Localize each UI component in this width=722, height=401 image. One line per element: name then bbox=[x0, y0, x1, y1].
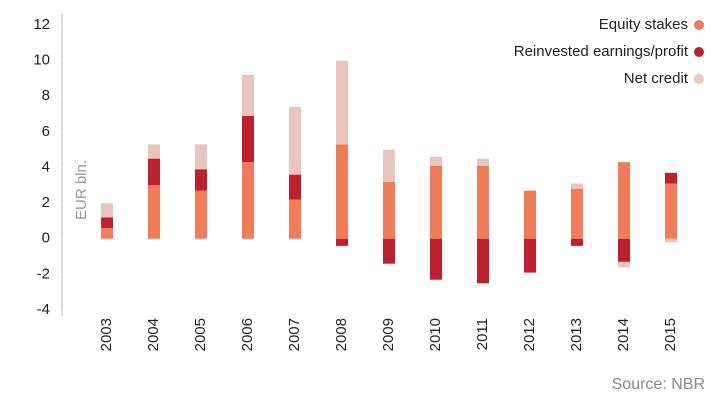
bar-segment bbox=[571, 238, 583, 246]
bar-segment bbox=[618, 238, 630, 262]
bar-segment bbox=[524, 238, 536, 273]
y-tick-label: -4 bbox=[37, 301, 50, 318]
x-tick-label: 2010 bbox=[427, 318, 444, 351]
bar-segment bbox=[665, 172, 677, 184]
x-tick-label: 2014 bbox=[615, 318, 632, 351]
bar-segment bbox=[289, 106, 301, 175]
x-tick-label: 2011 bbox=[474, 318, 491, 350]
x-tick-label: 2015 bbox=[662, 318, 679, 351]
bar-segment bbox=[148, 144, 160, 159]
bar-segment bbox=[101, 228, 113, 239]
bar-segment bbox=[477, 238, 489, 284]
legend-marker bbox=[694, 47, 704, 57]
bar-segment bbox=[195, 144, 207, 170]
bar-segment bbox=[383, 238, 395, 264]
x-tick-label: 2007 bbox=[286, 318, 303, 351]
bar-segment bbox=[430, 156, 442, 166]
bar-segment bbox=[289, 199, 301, 239]
bar-segment bbox=[195, 190, 207, 239]
legend-label: Reinvested earnings/profit bbox=[514, 43, 689, 60]
x-tick-label: 2005 bbox=[192, 318, 209, 351]
bar-segment bbox=[289, 174, 301, 200]
x-tick-label: 2004 bbox=[145, 318, 162, 351]
bar-segment bbox=[430, 238, 442, 280]
source: Source: NBR bbox=[612, 376, 705, 393]
bar-segment bbox=[148, 158, 160, 186]
bar-segment bbox=[524, 190, 536, 239]
y-axis-label: EUR bln. bbox=[73, 160, 90, 220]
bar-segment bbox=[430, 165, 442, 239]
bar-segment bbox=[195, 169, 207, 191]
bar-segment bbox=[618, 162, 630, 239]
y-tick-label: 10 bbox=[33, 52, 50, 69]
y-tick-label: 2 bbox=[42, 194, 50, 211]
y-tick-label: 4 bbox=[42, 158, 50, 175]
bar-segment bbox=[665, 238, 677, 243]
x-tick-label: 2008 bbox=[333, 318, 350, 351]
bar-segment bbox=[618, 261, 630, 268]
bar-segment bbox=[101, 217, 113, 229]
bar-segment bbox=[336, 144, 348, 239]
legend-label: Equity stakes bbox=[599, 16, 688, 33]
x-tick-label: 2006 bbox=[239, 318, 256, 351]
bar-segment bbox=[242, 74, 254, 116]
bar-segment bbox=[477, 158, 489, 166]
bar-segment bbox=[383, 181, 395, 239]
bar-segment bbox=[571, 188, 583, 239]
y-tick-label: -2 bbox=[37, 265, 50, 282]
x-tick-label: 2003 bbox=[98, 318, 115, 351]
bar-segment bbox=[336, 238, 348, 246]
bar-segment bbox=[477, 165, 489, 239]
bar-segment bbox=[242, 162, 254, 239]
y-tick-label: 12 bbox=[33, 16, 50, 33]
x-tick-label: 2009 bbox=[380, 318, 397, 351]
bar-segment bbox=[665, 183, 677, 239]
legend-marker bbox=[694, 20, 704, 30]
bar-segment bbox=[101, 203, 113, 218]
legend-label: Net credit bbox=[624, 70, 689, 87]
y-tick-label: 8 bbox=[42, 87, 50, 104]
bar-segment bbox=[383, 149, 395, 182]
x-tick-label: 2012 bbox=[521, 318, 538, 351]
bar-segment bbox=[148, 185, 160, 239]
x-tick-label: 2013 bbox=[568, 318, 585, 351]
y-tick-label: 6 bbox=[42, 123, 50, 140]
legend-marker bbox=[694, 74, 704, 84]
bar-segment bbox=[571, 183, 583, 189]
y-tick-label: 0 bbox=[42, 230, 50, 247]
bar-segment bbox=[336, 60, 348, 145]
bar-segment bbox=[242, 115, 254, 163]
